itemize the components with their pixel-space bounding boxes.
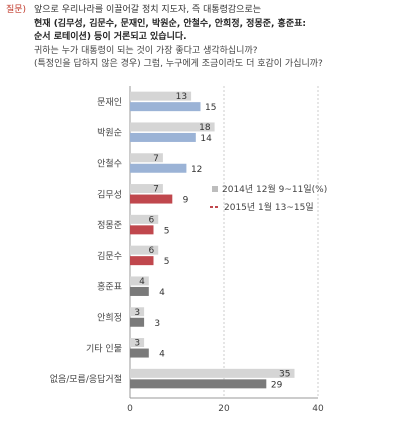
- value-label-series2-1: 14: [200, 134, 212, 144]
- bar-series1-5: [130, 245, 159, 255]
- value-label-series1-0: 13: [176, 92, 187, 102]
- value-label-series2-4: 5: [164, 226, 170, 236]
- bar-series1-4: [130, 214, 159, 224]
- x-tick-label: 0: [127, 404, 133, 414]
- category-label-3: 김무성: [97, 188, 122, 200]
- category-label-0: 문재인: [97, 97, 122, 108]
- value-label-series1-4: 6: [148, 215, 154, 225]
- legend-label-series2: 2015년 1월 13~15일: [224, 201, 314, 213]
- bar-series2-1: [130, 132, 196, 142]
- question-line-4: 귀하는 누가 대통령이 되는 것이 가장 좋다고 생각하십니까?: [34, 45, 258, 56]
- value-label-series1-9: 35: [279, 369, 290, 379]
- legend-swatch-series1: [212, 186, 218, 192]
- value-label-series2-7: 3: [154, 319, 160, 329]
- value-label-series2-5: 5: [164, 257, 170, 267]
- legend-label-series1: 2014년 12월 9~11일(%): [222, 183, 327, 195]
- bar-series1-1: [130, 122, 215, 132]
- category-label-9: 없음/모름/응답거절: [50, 373, 122, 385]
- value-label-series1-5: 6: [148, 246, 154, 256]
- bar-series2-5: [130, 256, 154, 266]
- value-label-series2-3: 9: [183, 196, 189, 206]
- value-label-series1-8: 3: [134, 339, 140, 349]
- value-label-series1-2: 7: [153, 154, 159, 164]
- category-label-5: 김문수: [97, 250, 122, 262]
- value-label-series2-2: 12: [191, 165, 202, 175]
- value-label-series1-6: 4: [139, 277, 145, 287]
- bar-series2-8: [130, 348, 149, 358]
- value-label-series2-0: 15: [205, 103, 216, 113]
- x-tick-label: 40: [312, 404, 324, 414]
- bar-series2-4: [130, 225, 154, 235]
- value-label-series2-6: 4: [159, 288, 165, 298]
- question-line-1: 앞으로 우리나라를 이끌어갈 정치 지도자, 즉 대통령감으로는: [34, 5, 262, 15]
- category-label-4: 정몽준: [97, 220, 122, 231]
- bar-series2-7: [130, 317, 145, 327]
- category-label-6: 홍준표: [97, 281, 122, 293]
- value-label-series1-3: 7: [153, 185, 159, 195]
- question-line-3: 순서 로테이션) 등이 거론되고 있습니다.: [34, 32, 187, 42]
- category-label-1: 박원순: [97, 128, 122, 139]
- value-label-series1-7: 3: [134, 308, 140, 318]
- value-label-series2-8: 4: [159, 350, 165, 360]
- question-label: 질문): [6, 5, 27, 15]
- x-tick-label: 20: [218, 404, 230, 414]
- question-text: 앞으로 우리나라를 이끌어갈 정치 지도자, 즉 대통령감으로는 현재 (김무성…: [34, 4, 396, 72]
- question-line-5: (특정인을 답하지 않은 경우) 그럼, 누구에게 조금이라도 더 호감이 가십…: [34, 59, 323, 69]
- bar-series1-2: [130, 153, 163, 163]
- bar-series1-3: [130, 184, 163, 194]
- bar-series2-2: [130, 163, 187, 173]
- bar-series1-6: [130, 276, 149, 286]
- bar-series1-0: [130, 91, 192, 101]
- category-label-7: 안희정: [97, 312, 122, 324]
- value-label-series1-1: 18: [199, 123, 211, 133]
- bar-series1-8: [130, 338, 145, 348]
- bar-series2-0: [130, 102, 201, 112]
- bar-series1-7: [130, 307, 145, 317]
- bar-series2-9: [130, 379, 267, 389]
- bar-series2-3: [130, 194, 173, 204]
- category-label-8: 기타 인물: [86, 343, 122, 354]
- question-line-2: 현재 (김무성, 김문수, 문재인, 박원순, 안철수, 안희정, 정몽준, 홍…: [34, 18, 306, 29]
- bar-series1-9: [130, 368, 295, 378]
- value-label-series2-9: 29: [271, 380, 283, 390]
- bar-series2-6: [130, 286, 149, 296]
- category-label-2: 안철수: [97, 159, 122, 170]
